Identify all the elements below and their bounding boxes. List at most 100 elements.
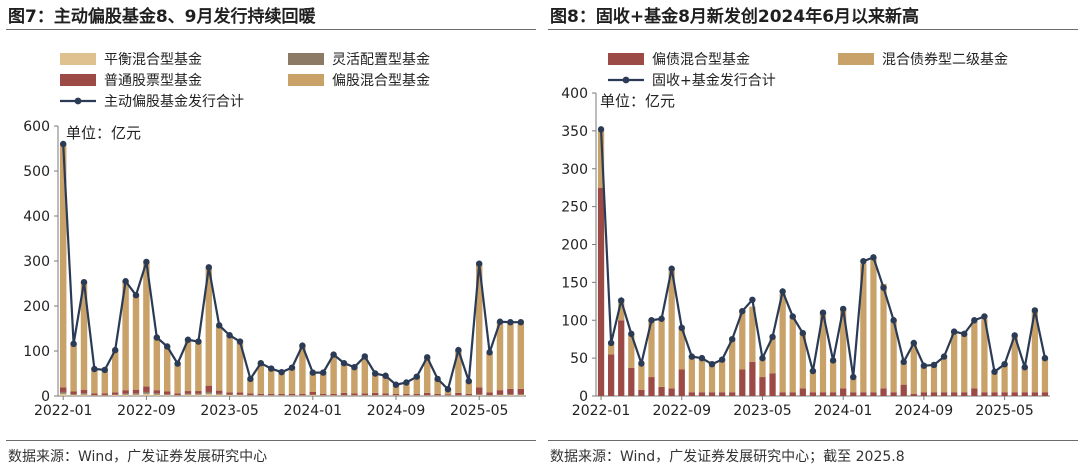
- bar-segment: [174, 363, 181, 394]
- bar-segment: [122, 390, 129, 394]
- bar-segment: [475, 394, 483, 396]
- legend-swatch: [60, 74, 96, 86]
- series-point: [164, 343, 171, 350]
- bar-segment: [608, 354, 615, 396]
- series-point: [424, 354, 431, 361]
- bar-segment: [475, 395, 483, 396]
- y-tick-label: 250: [561, 200, 588, 216]
- bar-segment: [111, 392, 119, 395]
- series-point: [658, 315, 665, 322]
- bar-segment: [330, 393, 337, 396]
- bar-segment: [184, 391, 192, 394]
- bar-segment: [434, 393, 441, 396]
- bar-segment: [658, 386, 665, 396]
- legend-label: 偏债混合型基金: [652, 51, 750, 68]
- bar-segment: [319, 372, 327, 394]
- series-point: [940, 353, 948, 360]
- bar-segment: [608, 342, 615, 355]
- series-point: [1021, 364, 1028, 371]
- series-point: [920, 362, 928, 369]
- series-point: [205, 264, 212, 271]
- bar-segment: [174, 393, 181, 396]
- series-point: [739, 307, 746, 315]
- series-point: [392, 381, 400, 388]
- legend-swatch: [838, 53, 874, 65]
- bar-segment: [444, 394, 452, 396]
- x-tick-label: 2024-01: [814, 403, 873, 419]
- series-point: [236, 338, 244, 345]
- bar-segment: [1001, 392, 1008, 396]
- bar-segment: [80, 389, 88, 394]
- series-point: [850, 373, 857, 381]
- y-tick-label: 350: [561, 124, 588, 140]
- bar-segment: [122, 393, 129, 395]
- series-point: [1001, 360, 1008, 368]
- y-tick-label: 150: [561, 275, 588, 291]
- series-point: [708, 360, 716, 368]
- bar-segment: [638, 389, 645, 396]
- y-tick-label: 600: [23, 119, 50, 135]
- chart-right: 0 50 100 150 200 250 300 350 400 2022-01 2022-09 20…: [561, 51, 1050, 419]
- legend-label: 平衡混合型基金: [104, 51, 202, 68]
- legend-marker: [74, 97, 82, 105]
- series-point: [1031, 307, 1039, 314]
- bar-segment: [111, 350, 119, 393]
- bar-segment: [413, 376, 421, 394]
- bar-segment: [900, 384, 907, 396]
- bar-segment: [698, 392, 706, 396]
- bar-segment: [278, 372, 285, 394]
- series-point: [910, 339, 917, 347]
- bar-segment: [299, 393, 306, 396]
- bar-segment: [163, 394, 171, 396]
- series-point: [799, 329, 807, 337]
- series-point: [1011, 332, 1018, 339]
- bar-segment: [739, 310, 746, 370]
- bar-segment: [1021, 392, 1028, 396]
- bar-segment: [829, 360, 837, 393]
- source-divider-left: [6, 440, 536, 441]
- bar-segment: [496, 395, 504, 396]
- bar-segment: [101, 393, 109, 396]
- bar-segment: [769, 336, 776, 374]
- bar-segment: [371, 392, 379, 396]
- bar-segment: [278, 393, 285, 396]
- bar-segment: [648, 320, 655, 378]
- bar-segment: [910, 342, 917, 394]
- series-point: [628, 330, 635, 338]
- bar-segment: [708, 364, 716, 393]
- bar-segment: [628, 367, 635, 396]
- bar-segment: [205, 267, 213, 386]
- y-tick-label: 200: [23, 299, 50, 315]
- series-point: [60, 140, 67, 148]
- bar-segment: [678, 327, 685, 370]
- bar-segment: [319, 393, 327, 396]
- series-point: [195, 338, 202, 345]
- bar-segment: [870, 257, 877, 393]
- x-tick-label: 2022-01: [572, 403, 631, 419]
- bar-segment: [403, 382, 410, 394]
- series-point: [320, 369, 327, 376]
- series-point: [434, 375, 441, 383]
- bar-segment: [236, 395, 244, 396]
- legend-swatch: [60, 53, 96, 65]
- y-tick-label: 50: [570, 351, 588, 367]
- source-divider-right: [548, 440, 1078, 441]
- bar-segment: [729, 339, 736, 393]
- bar-segment: [961, 333, 968, 393]
- bar-segment: [981, 318, 988, 393]
- bar-segment: [618, 320, 625, 396]
- bar-segment: [1031, 310, 1038, 393]
- bar-segment: [507, 388, 514, 395]
- series-point: [122, 278, 129, 285]
- legend-label: 固收+基金发行合计: [652, 72, 776, 89]
- series-point: [226, 332, 233, 339]
- series-point: [779, 288, 786, 295]
- series-point: [455, 346, 462, 354]
- bar-segment: [80, 282, 88, 390]
- bar-segment: [819, 312, 827, 393]
- bar-segment: [638, 363, 645, 390]
- bar-segment: [309, 391, 317, 395]
- series-point: [648, 317, 655, 324]
- bar-segment: [153, 390, 161, 394]
- bar-segment: [688, 392, 695, 396]
